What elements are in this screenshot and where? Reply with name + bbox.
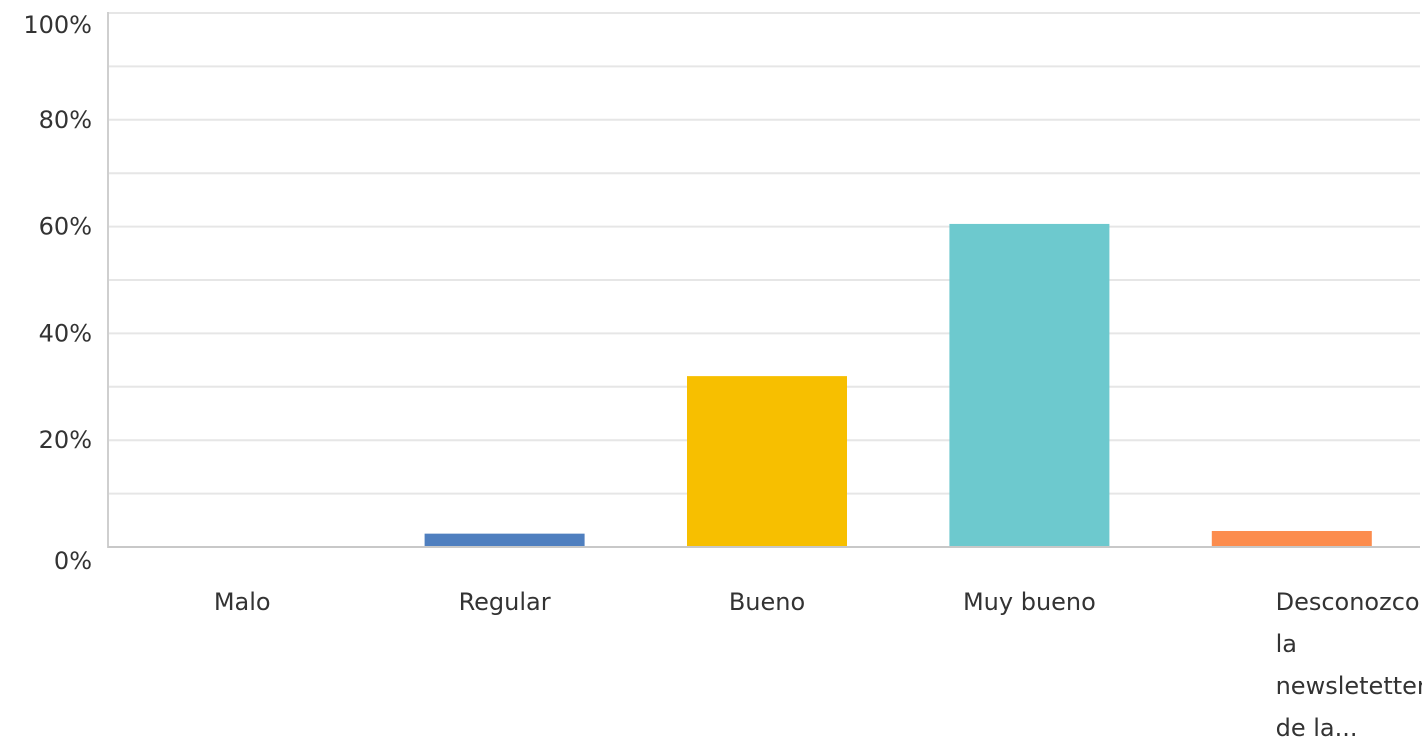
bar-4	[1211, 530, 1372, 547]
gridlines	[108, 12, 1420, 495]
category-label-line: la	[1276, 630, 1297, 658]
axes	[107, 12, 1420, 548]
category-label-3: Muy bueno	[963, 588, 1096, 616]
category-label-line: Regular	[459, 588, 551, 616]
category-label-4: Desconozco la newsletetter de la...	[1276, 588, 1422, 740]
y-tick-labels: 0% 20% 40% 60% 80% 100%	[23, 11, 92, 575]
category-label-line: Muy bueno	[963, 588, 1096, 616]
category-label-1: Regular	[459, 588, 551, 616]
category-label-0: Malo	[214, 588, 271, 616]
bar-3	[949, 223, 1110, 547]
y-tick-label-80: 80%	[39, 106, 92, 134]
y-tick-label-100: 100%	[23, 11, 92, 39]
y-tick-label-40: 40%	[39, 319, 92, 347]
y-tick-label-20: 20%	[39, 426, 92, 454]
category-label-line: newsletetter	[1276, 672, 1422, 700]
bar-1	[424, 533, 585, 547]
category-label-2: Bueno	[729, 588, 805, 616]
category-label-line: Bueno	[729, 588, 805, 616]
bar-2	[687, 376, 847, 547]
y-tick-label-60: 60%	[39, 213, 92, 241]
bars	[424, 223, 1372, 547]
y-tick-label-0: 0%	[54, 547, 92, 575]
category-label-line: Desconozco	[1276, 588, 1420, 616]
category-label-line: Malo	[214, 588, 271, 616]
x-category-labels: Malo Regular Bueno Muy bueno Desconozco la new…	[214, 588, 1422, 740]
category-label-line: de la...	[1276, 714, 1358, 740]
